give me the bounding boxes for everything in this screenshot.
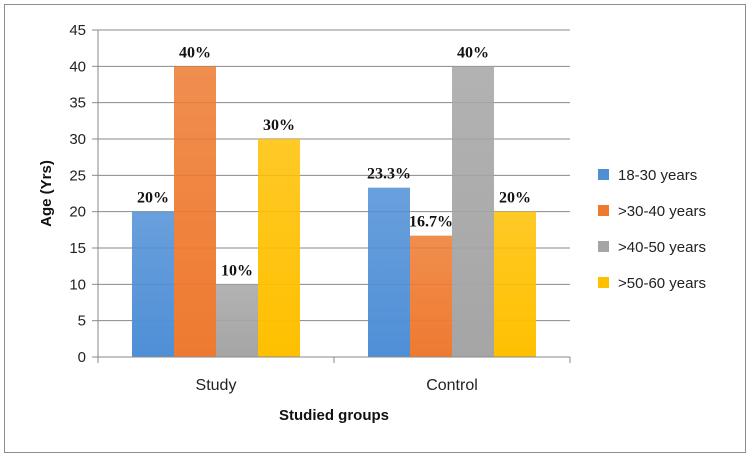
x-axis-title: Studied groups bbox=[279, 407, 389, 424]
y-tick-label: 40 bbox=[69, 58, 86, 75]
y-tick-label: 20 bbox=[69, 204, 86, 221]
y-tick-label: 45 bbox=[69, 22, 86, 39]
legend-label: >40-50 years bbox=[618, 239, 706, 256]
data-label: 40% bbox=[179, 44, 211, 61]
legend-swatch bbox=[598, 241, 609, 252]
y-tick-label: 5 bbox=[78, 313, 86, 330]
data-label: 40% bbox=[457, 44, 489, 61]
legend-label: >30-40 years bbox=[618, 203, 706, 220]
bar bbox=[258, 139, 300, 357]
data-label: 20% bbox=[499, 190, 531, 207]
x-category-label: Control bbox=[426, 377, 478, 394]
legend-label: >50-60 years bbox=[618, 275, 706, 292]
bar bbox=[174, 66, 216, 357]
legend-swatch bbox=[598, 205, 609, 216]
bar bbox=[494, 211, 536, 357]
y-tick-label: 25 bbox=[69, 167, 86, 184]
bar bbox=[132, 211, 174, 357]
y-tick-label: 15 bbox=[69, 240, 86, 257]
y-tick-label: 35 bbox=[69, 95, 86, 112]
bar bbox=[410, 235, 452, 357]
legend-swatch bbox=[598, 277, 609, 288]
y-axis-title: Age (Yrs) bbox=[38, 160, 55, 227]
legend-label: 18-30 years bbox=[618, 167, 697, 184]
x-axis-categories: Study Control bbox=[196, 377, 478, 394]
data-label: 16.7% bbox=[409, 214, 453, 231]
data-label: 30% bbox=[263, 117, 295, 134]
bar bbox=[216, 284, 258, 357]
x-category-label: Study bbox=[196, 377, 237, 394]
data-label: 10% bbox=[221, 262, 253, 279]
bar bbox=[452, 66, 494, 357]
bars bbox=[132, 66, 536, 357]
y-tick-label: 0 bbox=[78, 349, 86, 366]
y-tick-label: 30 bbox=[69, 131, 86, 148]
bar bbox=[368, 187, 410, 357]
y-tick-label: 10 bbox=[69, 276, 86, 293]
legend-swatch bbox=[598, 169, 609, 180]
data-labels: 20% 40% 10% 30% 23.3% 16.7% 40% 20% bbox=[137, 44, 531, 279]
data-label: 20% bbox=[137, 190, 169, 207]
data-label: 23.3% bbox=[367, 166, 411, 183]
y-axis-ticks: 0 5 10 15 20 25 30 35 40 45 bbox=[69, 22, 86, 366]
legend: 18-30 years >30-40 years >40-50 years >50-6… bbox=[598, 167, 706, 292]
